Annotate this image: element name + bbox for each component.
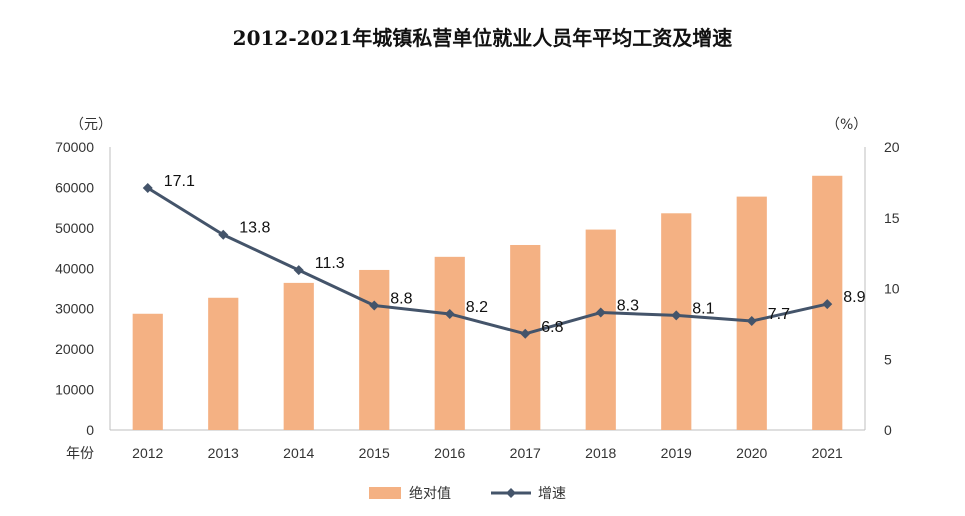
bar <box>132 313 163 430</box>
data-label: 17.1 <box>164 173 195 190</box>
x-tick-label: 2015 <box>359 445 390 461</box>
growth-point <box>444 308 455 319</box>
x-tick-label: 2014 <box>283 445 314 461</box>
growth-point <box>369 300 380 311</box>
bar <box>283 282 314 430</box>
left-tick-label: 40000 <box>55 260 94 276</box>
data-label: 6.8 <box>541 319 563 336</box>
growth-point <box>671 310 682 321</box>
legend-line-marker <box>506 488 516 498</box>
left-tick-label: 20000 <box>55 341 94 357</box>
legend-bar-label: 绝对值 <box>409 486 451 502</box>
legend-line-label: 增速 <box>538 486 566 502</box>
right-tick-label: 15 <box>884 210 900 226</box>
data-label: 11.3 <box>315 255 345 272</box>
data-label: 8.3 <box>617 298 639 315</box>
x-tick-label: 2021 <box>812 445 843 461</box>
data-label: 8.2 <box>466 299 488 316</box>
growth-point <box>218 229 229 240</box>
x-tick-label: 2012 <box>132 445 163 461</box>
bar <box>359 269 390 430</box>
legend-bar-swatch <box>369 487 401 499</box>
right-tick-label: 10 <box>884 281 900 297</box>
growth-point <box>142 183 153 194</box>
bar <box>434 256 465 430</box>
left-tick-label: 70000 <box>55 139 94 155</box>
bar <box>208 297 239 430</box>
left-tick-label: 60000 <box>55 179 94 195</box>
data-label: 7.7 <box>768 306 790 323</box>
bar <box>585 229 616 430</box>
right-tick-label: 20 <box>884 139 900 155</box>
x-tick-label: 2013 <box>208 445 239 461</box>
legend: 绝对值 增速 <box>369 486 566 502</box>
x-tick-label: 2017 <box>510 445 541 461</box>
growth-point <box>746 316 757 327</box>
left-tick-label: 10000 <box>55 382 94 398</box>
left-tick-label: 30000 <box>55 301 94 317</box>
x-tick-label: 2019 <box>661 445 692 461</box>
right-tick-label: 5 <box>884 351 892 367</box>
growth-point <box>595 307 606 318</box>
chart-title: 2012-2021年城镇私营单位就业人员年平均工资及增速 <box>232 26 733 50</box>
data-label: 8.8 <box>390 290 412 307</box>
data-label: 8.9 <box>843 289 865 306</box>
growth-line <box>146 186 828 336</box>
growth-point <box>822 299 833 310</box>
right-tick-label: 0 <box>884 422 892 438</box>
right-axis-unit: （%） <box>826 117 867 133</box>
bar <box>661 213 692 430</box>
data-label: 8.1 <box>692 300 714 317</box>
x-axis-label: 年份 <box>66 446 94 462</box>
bar <box>736 196 767 430</box>
left-tick-label: 0 <box>86 422 94 438</box>
growth-point <box>293 265 304 276</box>
left-tick-label: 50000 <box>55 220 94 236</box>
x-tick-label: 2018 <box>585 445 616 461</box>
left-axis-unit: （元） <box>70 117 112 133</box>
x-tick-label: 2020 <box>736 445 767 461</box>
x-tick-label: 2016 <box>434 445 465 461</box>
data-label: 13.8 <box>239 220 270 237</box>
growth-point <box>520 328 531 339</box>
